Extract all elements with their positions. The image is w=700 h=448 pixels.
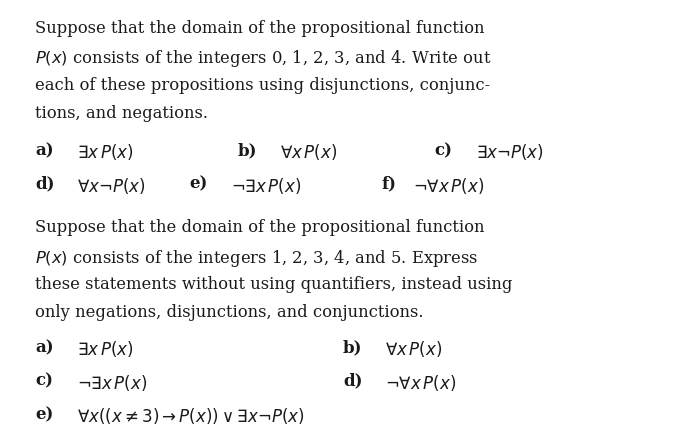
Text: e): e) [189, 176, 207, 193]
Text: only negations, disjunctions, and conjunctions.: only negations, disjunctions, and conjun… [35, 304, 423, 321]
Text: Suppose that the domain of the propositional function: Suppose that the domain of the propositi… [35, 220, 484, 236]
Text: $\neg\exists x\, P(x)$: $\neg\exists x\, P(x)$ [231, 176, 302, 196]
Text: e): e) [35, 406, 53, 423]
Text: $\forall x((x \neq 3) \to P(x)) \vee \exists x\neg P(x)$: $\forall x((x \neq 3) \to P(x)) \vee \ex… [77, 406, 304, 426]
Text: d): d) [343, 373, 363, 389]
Text: $\neg\forall x\, P(x)$: $\neg\forall x\, P(x)$ [413, 176, 484, 196]
Text: $\exists x\neg P(x)$: $\exists x\neg P(x)$ [476, 142, 544, 162]
Text: a): a) [35, 142, 54, 159]
Text: $P(x)$ consists of the integers 0, 1, 2, 3, and 4. Write out: $P(x)$ consists of the integers 0, 1, 2,… [35, 48, 491, 69]
Text: f): f) [382, 176, 396, 193]
Text: $\forall x\neg P(x)$: $\forall x\neg P(x)$ [77, 176, 146, 196]
Text: each of these propositions using disjunctions, conjunc-: each of these propositions using disjunc… [35, 77, 490, 94]
Text: $\forall x\, P(x)$: $\forall x\, P(x)$ [385, 339, 442, 359]
Text: $\neg\exists x\, P(x)$: $\neg\exists x\, P(x)$ [77, 373, 148, 392]
Text: Suppose that the domain of the propositional function: Suppose that the domain of the propositi… [35, 20, 484, 37]
Text: c): c) [434, 142, 452, 159]
Text: $\neg\forall x\, P(x)$: $\neg\forall x\, P(x)$ [385, 373, 456, 392]
Text: d): d) [35, 176, 55, 193]
Text: c): c) [35, 373, 53, 389]
Text: $\exists x\, P(x)$: $\exists x\, P(x)$ [77, 339, 134, 359]
Text: b): b) [238, 142, 258, 159]
Text: these statements without using quantifiers, instead using: these statements without using quantifie… [35, 276, 512, 293]
Text: $\forall x\, P(x)$: $\forall x\, P(x)$ [280, 142, 337, 162]
Text: tions, and negations.: tions, and negations. [35, 105, 208, 122]
Text: $P(x)$ consists of the integers 1, 2, 3, 4, and 5. Express: $P(x)$ consists of the integers 1, 2, 3,… [35, 247, 478, 268]
Text: a): a) [35, 339, 54, 356]
Text: b): b) [343, 339, 363, 356]
Text: $\exists x\, P(x)$: $\exists x\, P(x)$ [77, 142, 134, 162]
